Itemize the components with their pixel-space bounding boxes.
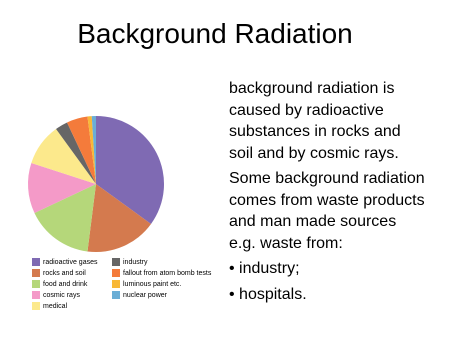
legend-label: food and drink: [43, 281, 88, 288]
bullet-item: industry;: [229, 258, 447, 280]
pie-slice: [87, 184, 152, 253]
legend-swatch: [32, 291, 40, 299]
pie-slice: [56, 122, 96, 184]
legend-swatch: [32, 280, 40, 288]
legend-swatch: [32, 269, 40, 277]
legend-swatch: [32, 258, 40, 266]
text-line: comes from waste products: [229, 191, 425, 209]
legend-label: nuclear power: [123, 292, 168, 299]
pie-slice: [91, 116, 96, 184]
bullet-item: hospitals.: [229, 284, 447, 306]
text-line: Some background radiation: [229, 170, 425, 187]
legend-swatch: [112, 291, 120, 299]
legend-label: radioactive gases: [43, 259, 98, 266]
pie-slice: [87, 116, 96, 184]
legend-label: rocks and soil: [43, 270, 86, 277]
legend-label: cosmic rays: [43, 292, 80, 299]
paragraph: background radiation is caused by radioac…: [229, 78, 447, 164]
text-line: e.g. waste from:: [229, 234, 343, 252]
slide-title: Background Radiation: [77, 18, 353, 49]
pie-slice: [67, 116, 96, 184]
pie-chart: radioactive gases rocks and soil food and …: [28, 116, 212, 310]
text-line: background radiation is: [229, 80, 395, 97]
pie-slice: [28, 162, 96, 213]
slide-text: background radiation is caused by radioac…: [229, 78, 447, 305]
legend-label: luminous paint etc.: [123, 281, 181, 288]
legend-label: industry: [123, 259, 148, 266]
text-line: substances in rocks and: [229, 123, 401, 140]
pie-slice: [96, 116, 164, 224]
paragraph: Some background radiation comes from wast…: [229, 168, 447, 254]
text-line: and man made sources: [229, 213, 397, 230]
text-line: caused by radioactive: [229, 101, 384, 119]
legend-swatch: [32, 302, 40, 310]
legend-label: medical: [43, 303, 68, 310]
legend-swatch: [112, 258, 120, 266]
legend-swatch: [112, 280, 120, 288]
legend-label: fallout from atom bomb tests: [123, 270, 212, 277]
pie-slice: [31, 128, 97, 184]
text-line: soil and by cosmic rays.: [229, 144, 399, 162]
legend-swatch: [112, 269, 120, 277]
pie-slice: [34, 184, 96, 252]
